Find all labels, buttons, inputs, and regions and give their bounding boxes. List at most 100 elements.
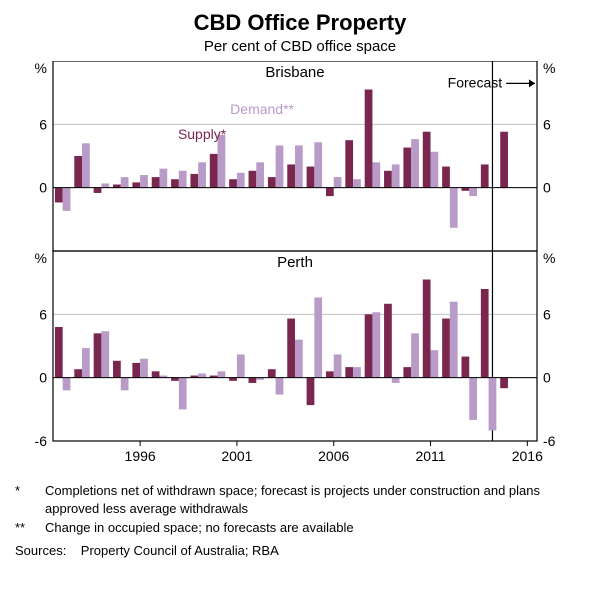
footnote-text: Completions net of withdrawn space; fore…	[45, 482, 585, 517]
y-unit-right: %	[543, 250, 555, 266]
bar-demand	[276, 378, 284, 395]
y-tick-right: -6	[543, 433, 556, 449]
bar-supply	[442, 319, 450, 378]
bar-supply	[210, 154, 218, 188]
bar-demand	[489, 378, 497, 431]
bar-supply	[268, 369, 276, 377]
y-unit-left: %	[35, 61, 47, 76]
bar-demand	[82, 143, 90, 187]
bar-demand	[198, 162, 206, 187]
sources-text: Property Council of Australia; RBA	[81, 543, 279, 558]
bar-demand	[411, 333, 419, 377]
sources: Sources: Property Council of Australia; …	[15, 543, 585, 558]
chart-svg: Brisbane 0 0 6 6%% Supply*Demand** Forecast Per…	[15, 61, 575, 469]
bar-demand	[237, 173, 245, 188]
panel-perth: Perth-6-60066%%	[35, 250, 556, 449]
bar-supply	[307, 378, 315, 405]
bar-demand	[295, 145, 303, 187]
bar-supply	[55, 327, 63, 378]
bar-supply	[55, 188, 63, 203]
bar-supply	[152, 177, 160, 188]
bar-supply	[423, 132, 431, 188]
footnote-mark: **	[15, 519, 45, 537]
bar-demand	[431, 350, 439, 377]
y-tick-right: 6	[543, 116, 551, 132]
footnote-row: **Change in occupied space; no forecasts…	[15, 519, 585, 537]
bar-supply	[171, 179, 179, 187]
bar-demand	[469, 188, 477, 196]
bar-demand	[353, 179, 361, 187]
bar-supply	[249, 378, 257, 383]
bar-demand	[101, 183, 109, 187]
bar-demand	[314, 142, 322, 187]
x-tick-label: 2016	[512, 448, 543, 464]
bar-supply	[326, 371, 334, 377]
bar-supply	[190, 174, 198, 188]
bar-supply	[403, 148, 411, 188]
bar-demand	[256, 162, 264, 187]
bar-demand	[431, 152, 439, 188]
panel-title: Perth	[277, 254, 313, 271]
bar-supply	[365, 314, 373, 377]
bar-demand	[121, 177, 129, 188]
chart-subtitle: Per cent of CBD office space	[15, 38, 585, 55]
bar-supply	[229, 179, 237, 187]
bar-supply	[500, 378, 508, 389]
x-tick-label: 2006	[318, 448, 349, 464]
bar-demand	[63, 378, 71, 391]
bar-supply	[132, 182, 140, 187]
footnote-text: Change in occupied space; no forecasts a…	[45, 519, 354, 537]
bar-demand	[276, 145, 284, 187]
label-forecast: Forecast	[448, 74, 503, 90]
bar-supply	[249, 171, 257, 188]
bar-supply	[423, 280, 431, 378]
bar-supply	[461, 357, 469, 378]
y-unit-left: %	[35, 250, 47, 266]
bar-supply	[132, 363, 140, 378]
bar-supply	[384, 171, 392, 188]
bar-demand	[353, 367, 361, 378]
bar-supply	[94, 333, 102, 377]
y-tick-left: 6	[39, 306, 47, 322]
bar-demand	[450, 302, 458, 378]
bar-supply	[287, 164, 295, 187]
x-tick-label: 2001	[221, 448, 252, 464]
sources-label: Sources:	[15, 543, 66, 558]
bar-supply	[345, 367, 353, 378]
bar-demand	[334, 177, 342, 188]
bar-demand	[82, 348, 90, 378]
bar-supply	[152, 371, 160, 377]
bar-demand	[334, 354, 342, 377]
y-tick-left: 0	[39, 180, 47, 196]
bar-demand	[450, 188, 458, 228]
bar-demand	[469, 378, 477, 420]
label-supply: Supply*	[178, 126, 227, 142]
bar-supply	[481, 289, 489, 378]
bar-demand	[372, 162, 380, 187]
bar-supply	[307, 167, 315, 188]
bar-demand	[392, 378, 400, 383]
y-tick-left: -6	[35, 433, 48, 449]
panel-title: Brisbane	[265, 64, 324, 81]
footnotes: *Completions net of withdrawn space; for…	[15, 482, 585, 537]
label-demand: Demand**	[230, 101, 294, 117]
bar-demand	[372, 312, 380, 377]
bar-demand	[140, 175, 148, 188]
bar-supply	[442, 167, 450, 188]
y-tick-right: 0	[543, 180, 551, 196]
y-unit-right: %	[543, 61, 555, 76]
bar-demand	[198, 373, 206, 377]
bar-demand	[295, 340, 303, 378]
bar-supply	[345, 140, 353, 188]
chart-area: Brisbane 0 0 6 6%% Supply*Demand** Forecast Per…	[15, 61, 585, 474]
bar-demand	[179, 171, 187, 188]
bar-demand	[121, 378, 129, 391]
bar-demand	[237, 354, 245, 377]
bar-supply	[403, 367, 411, 378]
bar-supply	[113, 361, 121, 378]
bar-demand	[101, 331, 109, 377]
bar-supply	[326, 188, 334, 196]
panel-brisbane: Brisbane0066%%Supply*Demand**Forecast	[35, 61, 556, 251]
y-tick-right: 0	[543, 370, 551, 386]
y-tick-right: 6	[543, 306, 551, 322]
